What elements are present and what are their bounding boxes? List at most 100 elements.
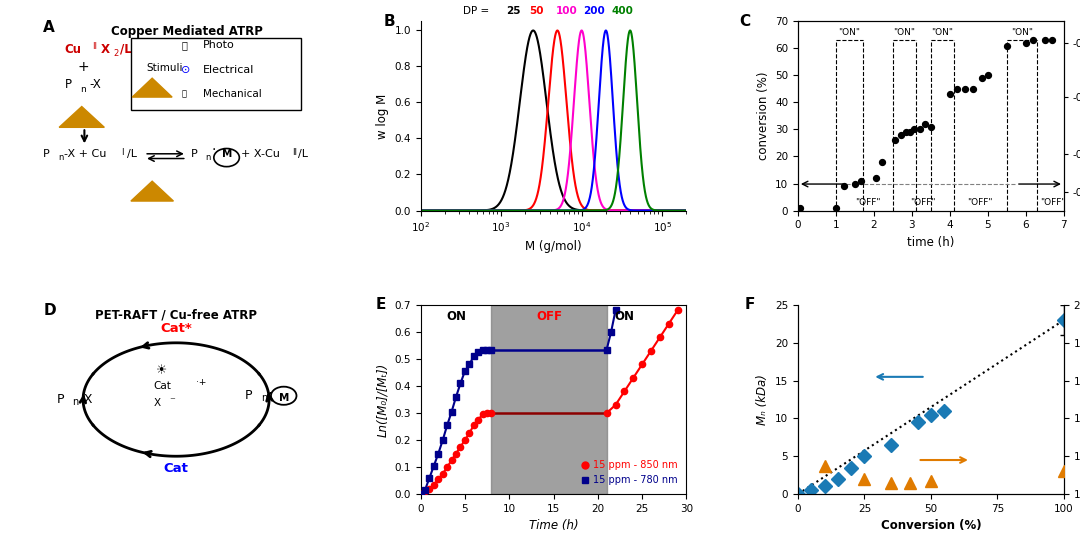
Text: Cu: Cu	[65, 42, 81, 55]
Y-axis label: Mₙ (kDa): Mₙ (kDa)	[756, 374, 769, 425]
Point	[1017, 39, 1035, 47]
Text: 400: 400	[612, 6, 634, 16]
Point	[964, 85, 982, 93]
Point	[905, 125, 922, 134]
Point	[792, 204, 809, 212]
Point	[887, 136, 904, 144]
Text: PET-RAFT / Cu-free ATRP: PET-RAFT / Cu-free ATRP	[95, 309, 257, 322]
Text: "OFF": "OFF"	[910, 198, 936, 207]
X-axis label: M (g/mol): M (g/mol)	[525, 240, 582, 252]
Text: ·: ·	[212, 143, 216, 157]
Text: 50: 50	[529, 6, 544, 16]
X-axis label: time (h): time (h)	[907, 236, 955, 249]
Text: n: n	[261, 393, 268, 403]
Text: X: X	[153, 398, 161, 408]
Point	[897, 128, 915, 136]
Point	[1025, 36, 1042, 45]
Point	[949, 85, 967, 93]
Y-axis label: conversion (%): conversion (%)	[757, 72, 770, 160]
Point	[1036, 36, 1053, 45]
Text: Photo: Photo	[203, 40, 234, 50]
Text: 💡: 💡	[181, 40, 187, 50]
FancyBboxPatch shape	[131, 39, 301, 110]
Text: II: II	[93, 42, 97, 51]
Point	[910, 125, 928, 134]
Point	[922, 122, 940, 131]
Text: DP =: DP =	[463, 6, 492, 16]
Polygon shape	[59, 106, 105, 127]
Text: Electrical: Electrical	[203, 64, 254, 75]
Bar	[491, 305, 607, 494]
Text: ☀: ☀	[157, 364, 167, 377]
Text: ⁻: ⁻	[170, 396, 175, 407]
Polygon shape	[131, 181, 174, 201]
Text: /L: /L	[298, 149, 309, 159]
Point	[852, 177, 869, 185]
Text: ⊙: ⊙	[181, 64, 191, 75]
Text: OFF: OFF	[536, 310, 562, 323]
Point	[847, 179, 864, 188]
Text: n: n	[205, 153, 211, 162]
Point	[1043, 36, 1061, 45]
Text: +: +	[78, 60, 90, 75]
Text: 🥣: 🥣	[181, 90, 187, 99]
Text: Copper Mediated ATRP: Copper Mediated ATRP	[111, 25, 262, 38]
Point	[942, 90, 959, 99]
Text: 100: 100	[556, 6, 578, 16]
Text: A: A	[43, 19, 55, 34]
Text: II: II	[292, 148, 297, 157]
Text: P: P	[191, 149, 198, 159]
Text: -X: -X	[80, 393, 93, 406]
Text: D: D	[43, 303, 56, 318]
Text: Cat: Cat	[164, 462, 189, 475]
Point	[867, 174, 885, 183]
Text: n: n	[72, 397, 79, 407]
X-axis label: Time (h): Time (h)	[529, 519, 578, 532]
Text: P: P	[43, 149, 50, 159]
Text: 2: 2	[113, 49, 119, 58]
Point	[973, 74, 990, 83]
Y-axis label: Ln([M₀]/[Mₜ]): Ln([M₀]/[Mₜ])	[376, 362, 389, 437]
Text: F: F	[745, 297, 755, 313]
Text: M: M	[280, 393, 289, 403]
Text: E: E	[376, 297, 386, 313]
Point	[902, 128, 919, 136]
Y-axis label: w log M: w log M	[376, 93, 389, 139]
Text: Cat*: Cat*	[160, 322, 192, 336]
Text: ·: ·	[268, 387, 272, 402]
Text: ON: ON	[446, 310, 467, 323]
Text: Cat: Cat	[153, 381, 172, 391]
Polygon shape	[132, 78, 172, 97]
Point	[835, 182, 852, 191]
Point	[980, 71, 997, 80]
Point	[917, 120, 934, 128]
Point	[827, 204, 845, 212]
Point	[957, 85, 974, 93]
Point	[873, 157, 890, 166]
Text: "ON": "ON"	[893, 28, 916, 37]
Text: P: P	[65, 78, 71, 91]
Text: I: I	[122, 148, 124, 157]
Text: "ON": "ON"	[1011, 28, 1034, 37]
Legend: 15 ppm - 850 nm, 15 ppm - 780 nm: 15 ppm - 850 nm, 15 ppm - 780 nm	[578, 456, 681, 489]
Text: -X: -X	[90, 78, 102, 91]
Text: Mechanical: Mechanical	[203, 89, 261, 99]
Text: -X + Cu: -X + Cu	[65, 149, 107, 159]
X-axis label: Conversion (%): Conversion (%)	[880, 519, 982, 532]
Text: B: B	[383, 14, 395, 29]
Text: M: M	[221, 149, 232, 159]
Text: /L: /L	[120, 42, 132, 55]
Text: "OFF": "OFF"	[855, 198, 881, 207]
Text: + X-Cu: + X-Cu	[241, 149, 280, 159]
Text: P: P	[245, 389, 253, 402]
Text: 200: 200	[583, 6, 605, 16]
Text: P: P	[56, 393, 64, 406]
Text: n: n	[80, 85, 86, 94]
Text: Stimuli: Stimuli	[147, 62, 184, 72]
Text: /L: /L	[127, 149, 137, 159]
Text: "ON": "ON"	[931, 28, 954, 37]
Text: C: C	[740, 14, 751, 29]
Text: ·+: ·+	[197, 379, 206, 387]
Point	[892, 130, 909, 139]
Text: ON: ON	[615, 310, 634, 323]
